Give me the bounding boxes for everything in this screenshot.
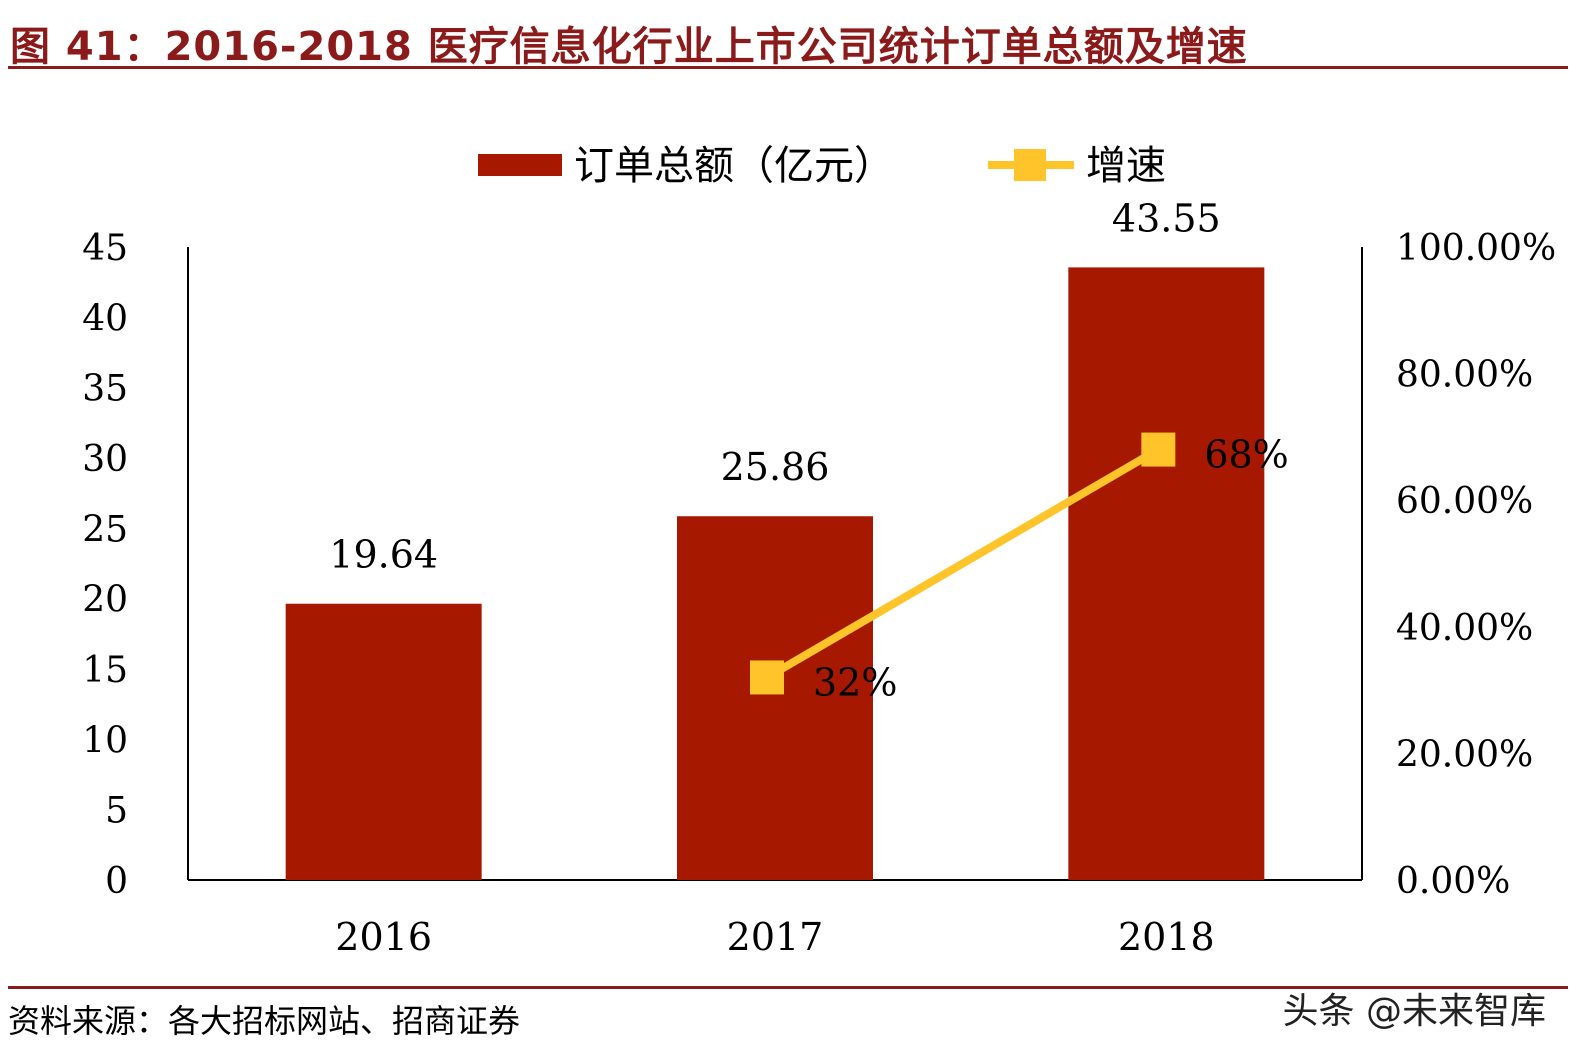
x-tick-label: 2018 [1118, 915, 1215, 959]
growth-point [1141, 432, 1176, 467]
left-tick-label: 20 [82, 580, 128, 621]
left-tick-label: 45 [82, 228, 128, 269]
bar [1068, 267, 1265, 880]
left-tick-label: 15 [82, 650, 128, 691]
right-tick-label: 100.00% [1396, 228, 1556, 269]
bar-data-label: 25.86 [721, 445, 830, 489]
right-tick-label: 80.00% [1396, 355, 1533, 396]
axes: 0 5 10 15 20 25 30 35 40 45 0.00% 20.00% 40.00% 60.00… [82, 228, 1556, 959]
bar [285, 603, 482, 880]
left-tick-label: 5 [105, 791, 128, 832]
legend-label-line: 增速 [1086, 143, 1166, 189]
right-tick-label: 0.00% [1396, 861, 1510, 902]
growth-data-label: 68% [1204, 433, 1288, 477]
growth-line-path [764, 446, 1161, 681]
left-tick-label: 35 [82, 369, 128, 410]
title-divider [8, 66, 1568, 69]
bars: 19.64 25.86 43.55 [285, 196, 1265, 880]
right-tick-label: 40.00% [1396, 608, 1533, 649]
legend-label-bar: 订单总额（亿元） [574, 143, 894, 189]
growth-line: 32% 68% [750, 432, 1289, 704]
bar-data-label: 19.64 [329, 533, 438, 577]
source-note: 资料来源：各大招标网站、招商证券 [8, 1002, 521, 1040]
legend-swatch-bar [478, 154, 562, 176]
growth-data-label: 32% [813, 660, 897, 704]
left-tick-label: 40 [82, 298, 128, 339]
right-tick-label: 20.00% [1396, 734, 1533, 775]
bar-data-label: 43.55 [1112, 196, 1221, 240]
combo-chart: 订单总额（亿元） 增速 0 5 10 15 20 25 30 35 40 45 0.00% 20.00%… [82, 143, 1556, 959]
left-tick-label: 25 [82, 509, 128, 550]
x-tick-label: 2017 [727, 915, 824, 959]
legend: 订单总额（亿元） 增速 [478, 143, 1166, 189]
left-tick-label: 30 [82, 439, 128, 480]
left-tick-label: 10 [82, 720, 128, 761]
x-tick-label: 2016 [335, 915, 432, 959]
right-tick-label: 60.00% [1396, 481, 1533, 522]
chart-title: 图 41：2016-2018 医疗信息化行业上市公司统计订单总额及增速 [10, 24, 1248, 70]
watermark: 头条 @未来智库 [1282, 991, 1546, 1032]
legend-swatch-marker [1014, 149, 1046, 181]
left-tick-label: 0 [105, 861, 128, 902]
growth-point [750, 660, 784, 695]
bar [677, 516, 873, 880]
footer-divider [8, 986, 1568, 989]
